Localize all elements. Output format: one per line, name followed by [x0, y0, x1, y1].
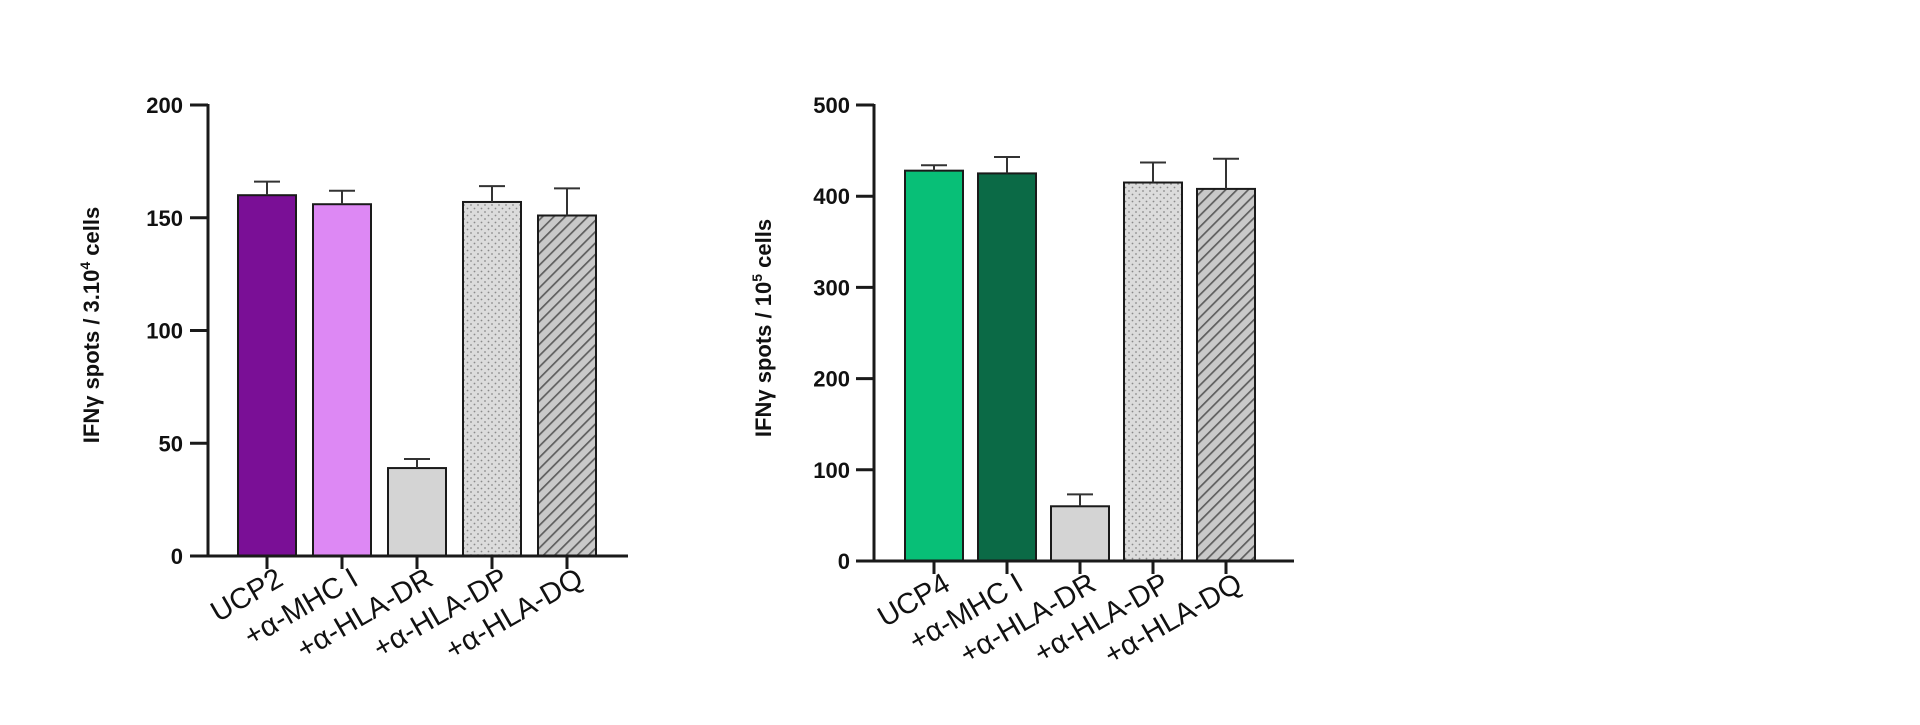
- error-bar-right-5: [1213, 157, 1239, 189]
- bar-right-5: [1196, 187, 1256, 563]
- y-tick-label-left-200: 200: [146, 93, 183, 118]
- error-bar-right-4: [1140, 161, 1166, 183]
- y-tick-label-right-200: 200: [813, 367, 850, 392]
- bar-right-1: [904, 169, 964, 562]
- error-bar-right-2: [994, 155, 1020, 174]
- y-tick-label-left-150: 150: [146, 206, 183, 231]
- error-bar-left-5: [554, 187, 580, 216]
- error-bar-left-3: [404, 458, 430, 469]
- chart-left: IFNγ spots / 3.104 cells 050100150200UCP…: [77, 93, 628, 667]
- error-bar-left-2: [329, 189, 355, 205]
- y-tick-label-right-0: 0: [838, 549, 850, 574]
- error-bar-left-4: [479, 185, 505, 202]
- y-tick-label-left-50: 50: [159, 431, 183, 456]
- y-tick-label-right-500: 500: [813, 93, 850, 118]
- bar-left-4: [462, 200, 522, 557]
- y-tick-label-right-300: 300: [813, 275, 850, 300]
- bar-right-2: [977, 172, 1037, 562]
- bar-right-3: [1050, 505, 1110, 562]
- y-tick-label-right-100: 100: [813, 458, 850, 483]
- chart-right: IFNγ spots / 105 cells 0100200300400500U…: [749, 93, 1294, 672]
- bar-left-2: [312, 203, 372, 557]
- y-tick-label-left-100: 100: [146, 319, 183, 344]
- error-bar-right-1: [921, 164, 947, 171]
- error-bar-left-1: [254, 180, 280, 196]
- bar-right-4: [1123, 181, 1183, 563]
- y-tick-label-left-0: 0: [171, 544, 183, 569]
- y-axis-title-left: IFNγ spots / 3.104 cells: [77, 207, 104, 443]
- y-axis-title-right: IFNγ spots / 105 cells: [749, 219, 776, 437]
- error-bar-right-3: [1067, 493, 1093, 507]
- bar-left-3: [387, 467, 447, 557]
- bar-left-1: [237, 194, 297, 557]
- y-tick-label-right-400: 400: [813, 184, 850, 209]
- bar-left-5: [537, 214, 597, 557]
